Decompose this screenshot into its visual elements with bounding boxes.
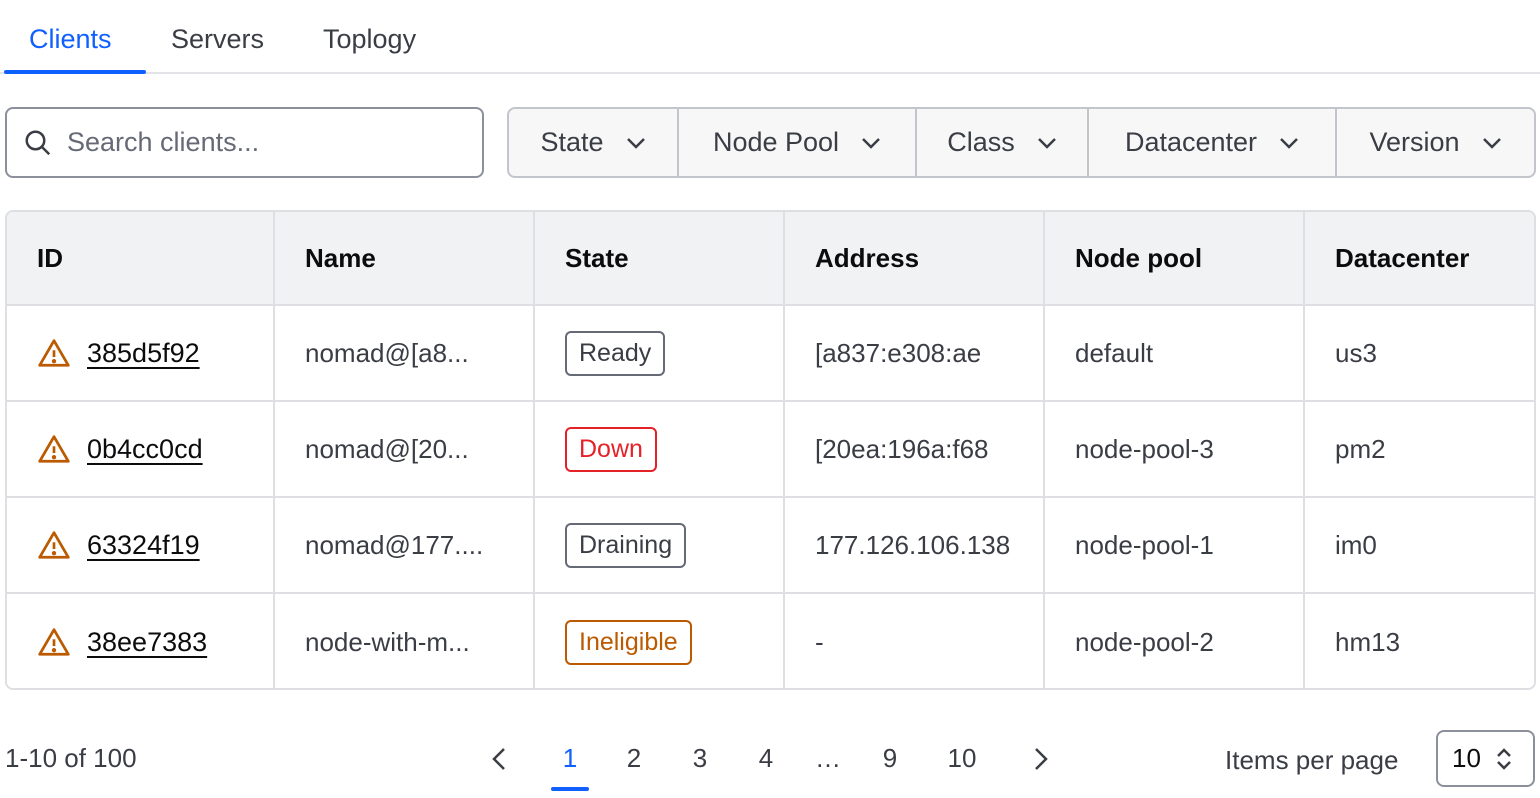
filter-label: Node Pool — [712, 127, 840, 157]
cell-address: 177.126.106.138 — [785, 498, 1045, 592]
column-header-state[interactable]: State — [535, 212, 785, 304]
cell-node-pool: node-pool-2 — [1045, 594, 1305, 688]
cell-name: node-with-m... — [275, 594, 535, 688]
active-tab-indicator — [4, 70, 146, 74]
page-10[interactable]: 10 — [947, 743, 977, 773]
cell-datacenter: im0 — [1335, 529, 1377, 560]
cell-address: [a837:e308:ae — [785, 306, 1045, 400]
items-per-page-label: Items per page — [1225, 745, 1399, 775]
cell-state: Draining — [535, 498, 785, 592]
cell-datacenter: hm13 — [1335, 626, 1401, 657]
client-id-link[interactable]: 0b4cc0cd — [87, 433, 203, 464]
items-per-page-value: 10 — [1452, 743, 1481, 773]
cell-name: nomad@177.... — [275, 498, 535, 592]
filter-label: Class — [947, 127, 1015, 157]
search-input[interactable] — [67, 127, 447, 158]
page-ellipsis: … — [815, 743, 841, 773]
warning-icon — [38, 628, 70, 656]
status-badge: Ready — [565, 330, 666, 376]
tab-servers[interactable]: Servers — [171, 24, 265, 54]
search-field[interactable] — [5, 107, 484, 178]
filter-label: Version — [1369, 127, 1460, 157]
cell-state: Ineligible — [535, 594, 785, 688]
page-9[interactable]: 9 — [882, 743, 898, 773]
filter-node-pool[interactable]: Node Pool — [679, 109, 917, 176]
search-icon — [25, 130, 51, 155]
client-id-link[interactable]: 38ee7383 — [87, 626, 208, 657]
column-header-node-pool[interactable]: Node pool — [1045, 212, 1305, 304]
filter-version[interactable]: Version — [1337, 109, 1534, 176]
cell-state: Down — [535, 402, 785, 496]
page-1[interactable]: 1 — [562, 743, 578, 773]
status-badge: Down — [565, 426, 657, 472]
tab-topology[interactable]: Toplogy — [323, 24, 417, 54]
client-id-link[interactable]: 63324f19 — [87, 529, 200, 560]
cell-id: 385d5f92 — [7, 306, 275, 400]
warning-icon — [38, 435, 70, 463]
column-header-name[interactable]: Name — [275, 212, 535, 304]
chevron-down-icon — [1482, 137, 1501, 149]
tab-clients[interactable]: Clients — [29, 24, 112, 54]
clients-table: ID Name State Address Node pool Datacent… — [5, 210, 1536, 690]
table-header: ID Name State Address Node pool Datacent… — [7, 212, 1534, 306]
filter-state[interactable]: State — [509, 109, 679, 176]
column-header-address[interactable]: Address — [785, 212, 1045, 304]
status-badge: Ineligible — [565, 619, 692, 665]
cell-datacenter: us3 — [1335, 337, 1377, 368]
cell-name: nomad@[a8... — [275, 306, 535, 400]
filter-label: Datacenter — [1124, 127, 1258, 157]
filter-class[interactable]: Class — [917, 109, 1089, 176]
cell-node-pool: node-pool-1 — [1045, 498, 1305, 592]
filter-datacenter[interactable]: Datacenter — [1089, 109, 1337, 176]
cell-datacenter: pm2 — [1335, 433, 1386, 464]
page-2[interactable]: 2 — [626, 743, 642, 773]
page-3[interactable]: 3 — [692, 743, 708, 773]
current-page-indicator — [551, 787, 589, 791]
chevron-down-icon — [1280, 137, 1298, 149]
cell-name: nomad@[20... — [275, 402, 535, 496]
status-badge: Draining — [565, 522, 687, 568]
chevron-down-icon — [626, 137, 645, 149]
chevron-left-icon[interactable] — [490, 746, 508, 772]
cell-node-pool: node-pool-3 — [1045, 402, 1305, 496]
column-header-datacenter[interactable]: Datacenter — [1335, 242, 1470, 273]
cell-address: [20ea:196a:f68 — [785, 402, 1045, 496]
warning-icon — [38, 531, 70, 559]
client-id-link[interactable]: 385d5f92 — [87, 337, 200, 368]
column-header-id[interactable]: ID — [7, 212, 275, 304]
table-row: 0b4cc0cd nomad@[20... Down [20ea:196a:f6… — [7, 402, 1534, 498]
table-row: 38ee7383 node-with-m... Ineligible - nod… — [7, 594, 1534, 688]
chevron-up-down-icon — [1497, 747, 1511, 770]
items-per-page-select[interactable]: 10 — [1436, 730, 1535, 787]
page-4[interactable]: 4 — [758, 743, 774, 773]
table-row: 385d5f92 nomad@[a8... Ready [a837:e308:a… — [7, 306, 1534, 402]
tab-bar: Clients Servers Toplogy — [0, 0, 1540, 74]
cell-id: 0b4cc0cd — [7, 402, 275, 496]
chevron-down-icon — [1037, 137, 1056, 149]
chevron-down-icon — [862, 137, 880, 149]
filter-group: State Node Pool Class Datacenter Version — [507, 107, 1536, 178]
table-row: 63324f19 nomad@177.... Draining 177.126.… — [7, 498, 1534, 594]
cell-state: Ready — [535, 306, 785, 400]
cell-address: - — [785, 594, 1045, 688]
cell-node-pool: default — [1045, 306, 1305, 400]
cell-id: 38ee7383 — [7, 594, 275, 688]
cell-id: 63324f19 — [7, 498, 275, 592]
filter-label: State — [540, 127, 604, 157]
pagination-summary: 1-10 of 100 — [5, 743, 137, 773]
warning-icon — [38, 339, 70, 367]
chevron-right-icon[interactable] — [1032, 746, 1050, 772]
